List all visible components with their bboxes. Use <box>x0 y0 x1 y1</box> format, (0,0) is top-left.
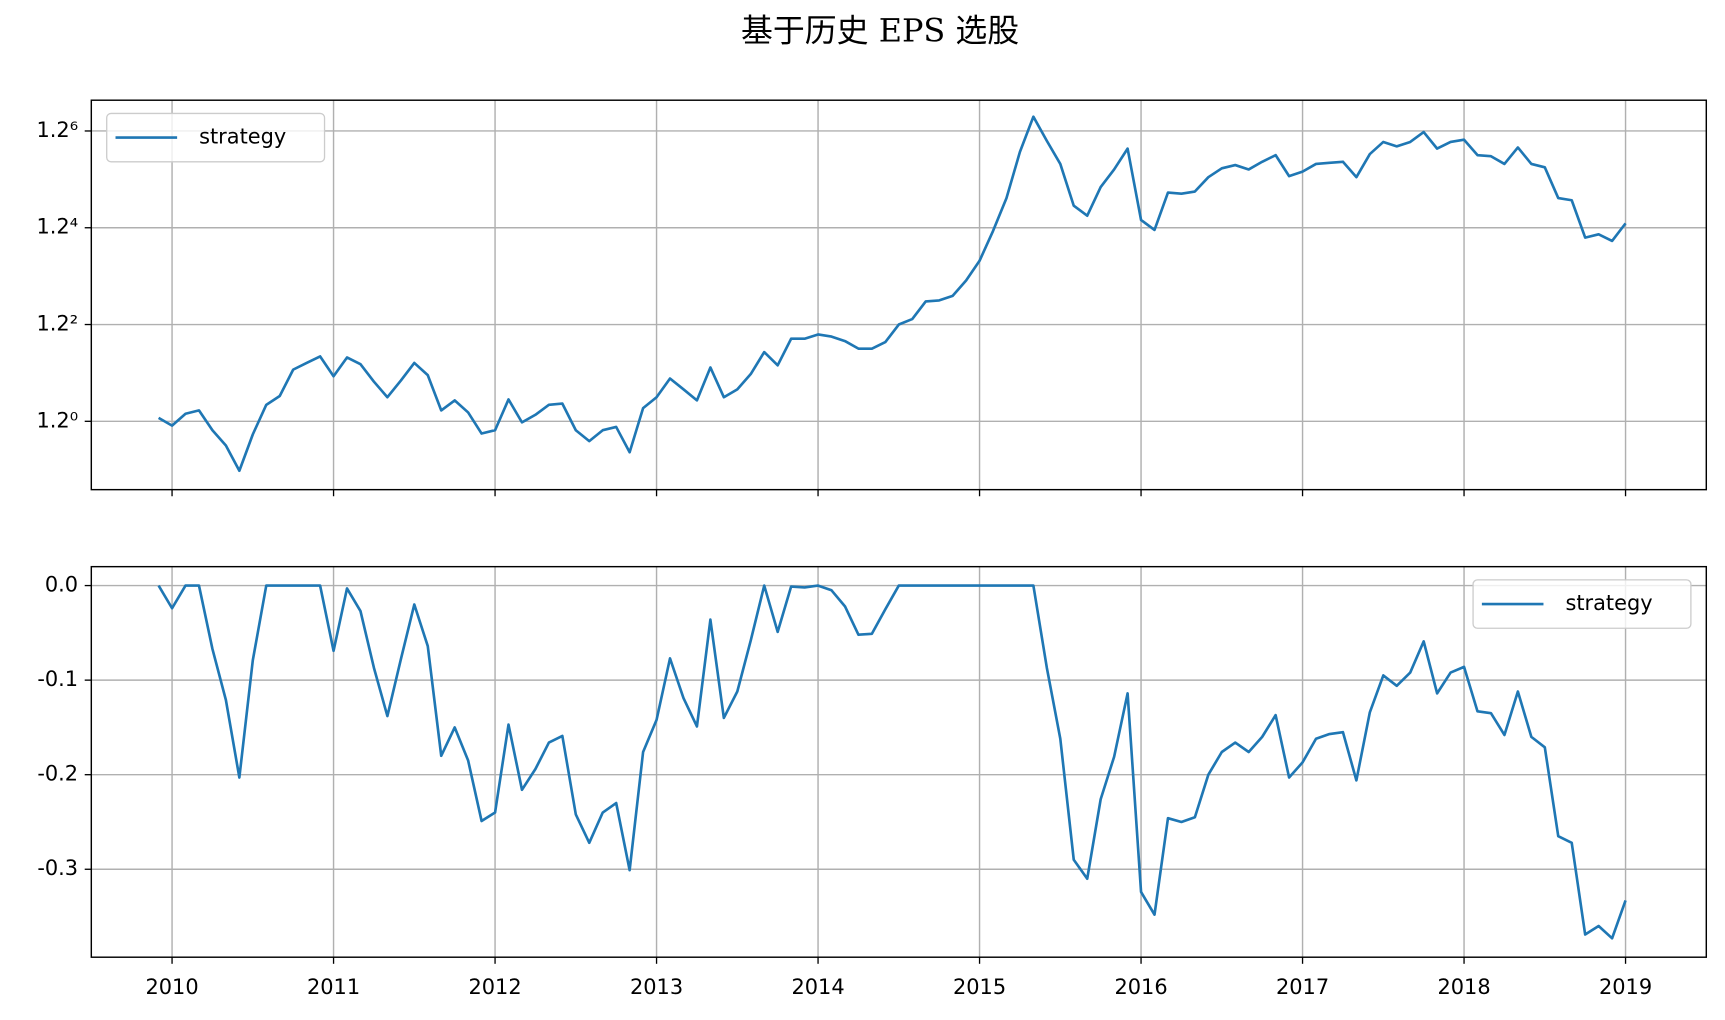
y-tick-label: 1.2⁶ <box>36 118 78 142</box>
legend-label: strategy <box>199 125 286 149</box>
figure-title: 基于历史 EPS 选股 <box>741 12 1019 50</box>
x-tick-label: 2015 <box>953 975 1006 999</box>
x-tick-label: 2016 <box>1114 975 1167 999</box>
x-tick-label: 2017 <box>1276 975 1329 999</box>
x-tick-label: 2014 <box>791 975 844 999</box>
axes-frame <box>90 565 1708 958</box>
y-tick-label: 0.0 <box>45 573 78 597</box>
x-tick-label: 2012 <box>468 975 521 999</box>
x-tick-label: 2019 <box>1599 975 1652 999</box>
x-tick-label: 2018 <box>1437 975 1490 999</box>
x-tick-label: 2010 <box>145 975 198 999</box>
y-tick-label: -0.1 <box>37 667 78 691</box>
legend-label: strategy <box>1565 591 1652 615</box>
y-tick-label: -0.2 <box>37 762 78 786</box>
y-tick-label: 1.2² <box>36 312 78 336</box>
x-tick-label: 2011 <box>307 975 360 999</box>
y-tick-label: -0.3 <box>37 856 78 880</box>
axes-frame <box>90 99 1708 491</box>
y-tick-label: 1.2⁴ <box>36 215 78 239</box>
y-tick-label: 1.2⁰ <box>36 408 78 432</box>
legend-box <box>1472 579 1692 629</box>
series-line <box>157 115 1627 473</box>
series-line <box>157 584 1627 940</box>
legend-box <box>106 112 326 163</box>
x-tick-label: 2013 <box>630 975 683 999</box>
